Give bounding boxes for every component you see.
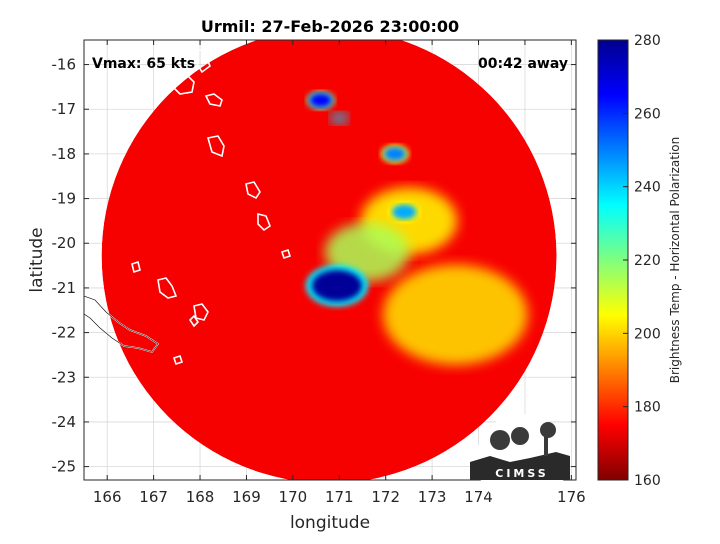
x-tick-label-1: 167 (139, 488, 168, 506)
y-tick-label-5: -21 (52, 279, 77, 297)
coastlines (84, 46, 292, 366)
y-tick-label-9: -25 (52, 458, 77, 476)
cimss-logo: CIMSS (470, 414, 570, 506)
feature-6 (382, 264, 528, 365)
x-tick-label-4: 170 (279, 488, 308, 506)
colorbar-label: Brightness Temp - Horizontal Polarizatio… (668, 137, 682, 384)
feature-core-3 (383, 146, 407, 161)
x-tick-label-10: 176 (557, 488, 586, 506)
y-tick-label-6: -22 (52, 324, 77, 342)
feature-2 (330, 111, 349, 125)
island-i (131, 260, 141, 274)
island-e (257, 212, 271, 232)
logo-ground (470, 452, 570, 480)
plot-frame (83, 39, 577, 481)
colorbar-tick-label-0: 280 (634, 33, 661, 49)
y-tick-label-8: -24 (52, 413, 77, 431)
x-axis-label: longitude (290, 513, 370, 533)
island-g (171, 73, 195, 95)
y-tick-label-0: -16 (52, 56, 77, 74)
island-k (280, 248, 292, 260)
y-tick-label-7: -23 (52, 368, 77, 386)
feature-layer (305, 91, 528, 365)
y-tick-label-1: -17 (52, 100, 77, 118)
x-tick-label-6: 172 (371, 488, 400, 506)
logo-text: CIMSS (495, 467, 548, 480)
y-tick-label-4: -20 (52, 234, 77, 252)
y-axis-label: latitude (27, 227, 47, 292)
feature-core-1 (309, 93, 332, 108)
colorbar-tick-label-4: 200 (634, 326, 661, 342)
island-c (206, 135, 225, 158)
island-h (195, 46, 211, 74)
vmax-annotation: Vmax: 65 kts (92, 56, 195, 72)
island-b (193, 303, 209, 321)
x-tick-label-0: 166 (93, 488, 122, 506)
colorbar-tick-label-2: 240 (634, 180, 661, 196)
colorbar-tick-label-1: 260 (634, 106, 661, 122)
x-tick-label-2: 168 (186, 488, 215, 506)
island-f (204, 93, 223, 107)
chart-title: Urmil: 27-Feb-2026 23:00:00 (201, 17, 459, 36)
island-large-outline (84, 295, 159, 353)
x-tick-label-8: 174 (464, 488, 493, 506)
logo-dish-a (490, 430, 510, 450)
island-d (245, 181, 261, 200)
colorbar-ticks: 280 260 240 220 200 180 160 (623, 33, 661, 489)
x-tick-label-5: 171 (325, 488, 354, 506)
logo-tower-tank (540, 422, 556, 438)
colorbar-tick-label-3: 220 (634, 253, 661, 269)
colorbar-tick-label-6: 160 (634, 473, 661, 489)
x-tick-label-7: 173 (418, 488, 447, 506)
time-away-annotation: 00:42 away (478, 56, 568, 72)
colorbar-tick-label-5: 180 (634, 400, 661, 416)
y-tick-label-3: -19 (52, 190, 77, 208)
x-tick-label-3: 169 (232, 488, 261, 506)
y-axis-ticks: -16 -17 -18 -19 -20 -21 -22 -23 -24 -25 (52, 56, 576, 476)
logo-tower (544, 426, 548, 456)
island-a (157, 277, 178, 299)
y-tick-label-2: -18 (52, 145, 77, 163)
brightness-temp-swath (101, 40, 557, 480)
feature-core-0 (311, 270, 363, 302)
feature-core-4 (392, 204, 417, 220)
island-l (188, 314, 200, 328)
island-j (172, 354, 184, 366)
logo-dish-b (511, 427, 529, 445)
